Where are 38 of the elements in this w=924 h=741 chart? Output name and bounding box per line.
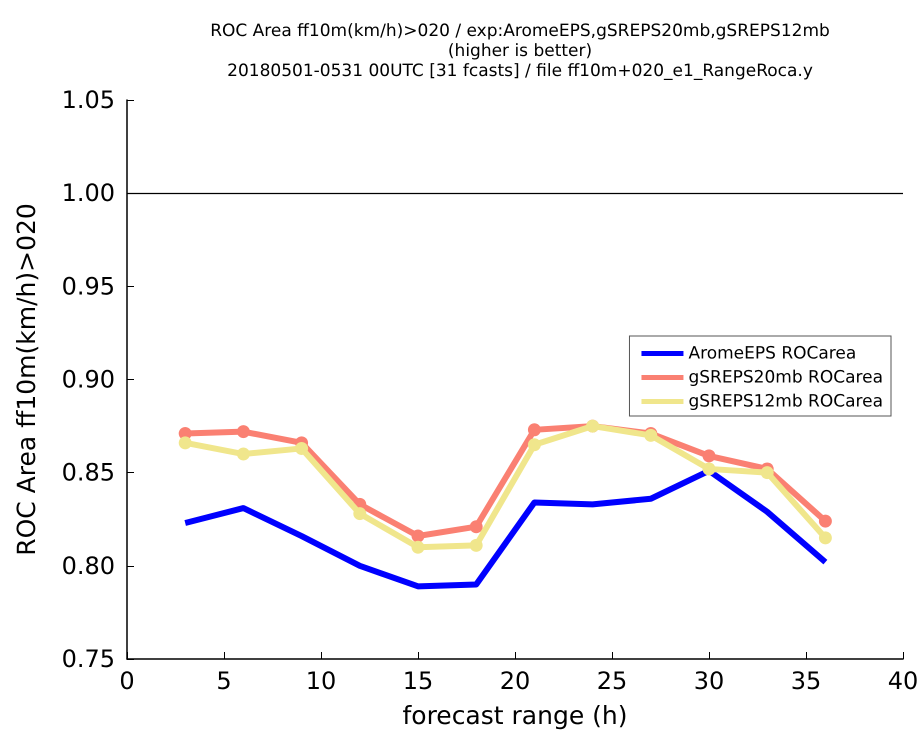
point: [412, 540, 424, 554]
point: [470, 520, 483, 534]
point: [236, 448, 250, 461]
point: [353, 507, 366, 520]
y-tick-label: 1.00: [62, 179, 115, 208]
point: [528, 423, 541, 436]
point: [760, 466, 774, 480]
x-tick-label: 30: [694, 667, 724, 695]
point: [470, 538, 483, 552]
point: [818, 514, 832, 528]
y-tick-label: 0.75: [62, 645, 115, 673]
y-tick-label: 0.90: [62, 366, 115, 394]
y-tick-label: 1.05: [62, 86, 115, 114]
point: [236, 425, 250, 438]
y-tick-label: 0.85: [62, 458, 115, 487]
chart-title: ROC Area ff10m(km/h)>020 / exp:AromeEPS,gSREPS20mb,gSREPS12mb (higher is better) 20180501-0531 00UTC [31 fcasts] / file ff10m+020_e1_RangeRoca.y: [210, 21, 830, 81]
point: [702, 449, 716, 462]
x-tick-label: 25: [596, 667, 628, 695]
x-axis-title: forecast range (h): [402, 701, 628, 730]
point: [528, 438, 541, 452]
y-tick-label: 0.80: [62, 552, 115, 580]
x-tick-label: 5: [216, 667, 232, 695]
point: [178, 436, 192, 450]
x-tick-label: 40: [888, 667, 918, 695]
point: [702, 462, 716, 476]
y-tick-label: 0.95: [62, 272, 115, 300]
y-axis-title: ROC Area ff10m(km/h)>020: [12, 203, 41, 556]
legend-label: gSREPS20mb ROCarea: [688, 368, 884, 388]
x-tick-label: 10: [306, 667, 336, 695]
x-tick-label: 0: [119, 667, 135, 695]
x-tick-label: 20: [500, 667, 530, 695]
legend-label: AromeEPS ROCarea: [688, 344, 856, 364]
x-tick-label: 35: [790, 667, 822, 695]
point: [295, 442, 308, 455]
x-tick-label: 15: [402, 667, 434, 695]
point: [818, 531, 832, 544]
point: [412, 530, 424, 543]
legend-label: gSREPS12mb ROCarea: [688, 392, 884, 412]
